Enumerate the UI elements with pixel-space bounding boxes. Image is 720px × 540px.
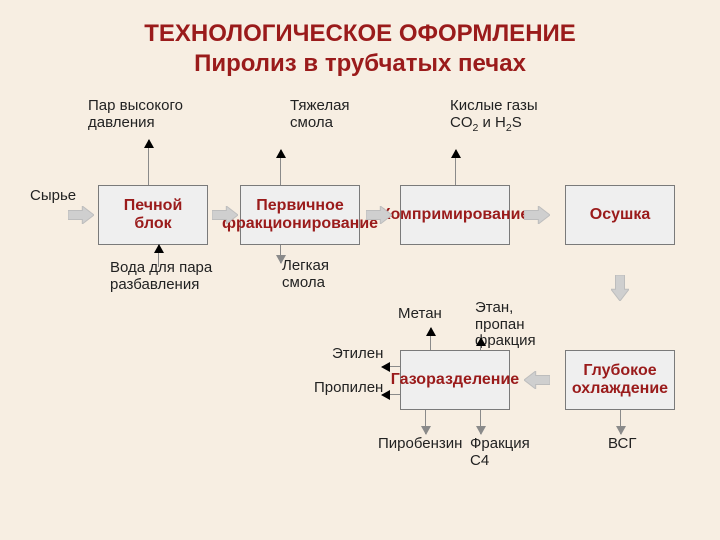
main-arrow-b1-b2 xyxy=(212,206,238,224)
node-label: Глубокое охлаждение xyxy=(570,362,670,399)
label-methane: Метан xyxy=(398,306,453,323)
node-label: Газоразделение xyxy=(391,371,519,389)
arrow-pyrobenzine-out xyxy=(425,410,426,434)
arrow-water-in xyxy=(158,245,159,267)
arrow-acid-gas-out xyxy=(455,150,456,185)
main-arrow-b2-b3 xyxy=(366,206,392,224)
label-light-tar: Легкая смола xyxy=(282,258,362,291)
arrow-heavy-tar-out xyxy=(280,150,281,185)
label-ethylene: Этилен xyxy=(332,346,402,363)
arrow-ethane-out xyxy=(480,338,481,350)
node-deep-cooling: Глубокое охлаждение xyxy=(565,350,675,410)
node-label: Компримирование xyxy=(381,206,530,224)
label-acid-gases: Кислые газыCO2 и H2S xyxy=(450,98,570,134)
arrow-c4-out xyxy=(480,410,481,434)
title-line-1: ТЕХНОЛОГИЧЕСКОЕ ОФОРМЛЕНИЕ xyxy=(0,20,720,48)
arrow-light-tar-out xyxy=(280,245,281,263)
node-label: Печной блок xyxy=(103,197,203,234)
arrow-propylene-out xyxy=(382,394,400,395)
label-hp-steam: Пар высокого давления xyxy=(88,98,228,131)
title-line-2: Пиролиз в трубчатых печах xyxy=(0,50,720,78)
arrow-methane-out xyxy=(430,328,431,350)
label-heavy-tar: Тяжелая смола xyxy=(290,98,370,131)
arrow-hp-steam-out xyxy=(148,140,149,185)
main-arrow-feed-to-b1 xyxy=(68,206,94,224)
arrow-vsg-out xyxy=(620,410,621,434)
label-pyrobenzine: Пиробензин xyxy=(378,436,468,453)
node-label: Осушка xyxy=(590,206,650,224)
label-c4-fraction: Фракция С4 xyxy=(470,436,550,469)
main-arrow-b4-b5 xyxy=(611,275,629,301)
main-arrow-b5-b6 xyxy=(524,371,550,389)
node-compression: Компримирование xyxy=(400,185,510,245)
node-label: Первичное фракционирование xyxy=(222,197,378,234)
node-primary-fractionation: Первичное фракционирование xyxy=(240,185,360,245)
label-dilution-water: Вода для пара разбавления xyxy=(110,260,230,293)
main-arrow-b3-b4 xyxy=(524,206,550,224)
node-gas-separation: Газоразделение xyxy=(400,350,510,410)
label-ethane-propane: Этан, пропан фракция xyxy=(475,300,555,350)
label-feedstock: Сырье xyxy=(30,188,90,205)
arrow-ethylene-out xyxy=(382,366,400,367)
node-drying: Осушка xyxy=(565,185,675,245)
node-furnace-block: Печной блок xyxy=(98,185,208,245)
label-vsg: ВСГ xyxy=(608,436,658,453)
